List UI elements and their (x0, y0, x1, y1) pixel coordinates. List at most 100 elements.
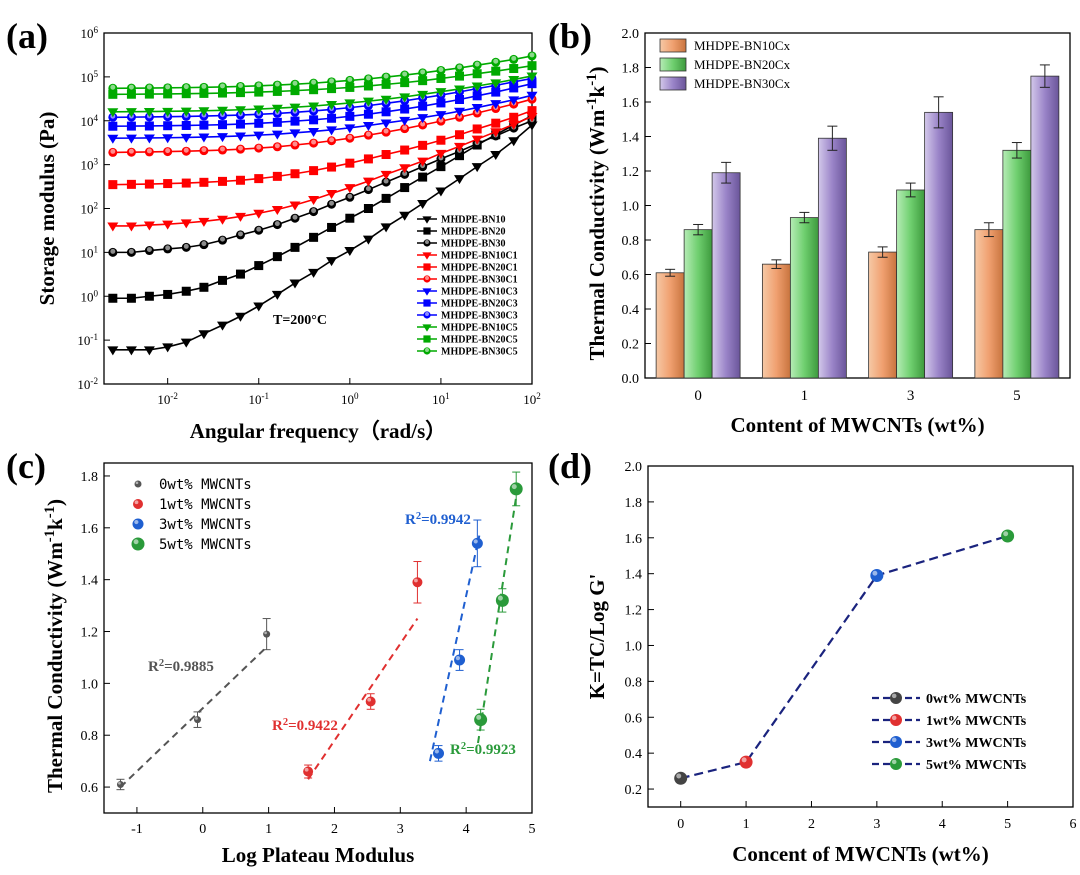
data-point (181, 178, 191, 188)
data-point (254, 174, 264, 184)
r-squared-label: R2=0.9885 (148, 658, 214, 676)
data-point (381, 127, 391, 137)
legend-marker (422, 324, 432, 332)
y-axis-label: Thermal Conductivity (Wm-1k-1) (584, 66, 609, 360)
data-point (199, 120, 209, 130)
legend-marker-highlight (425, 312, 429, 316)
figure-content: (a) (b)(c) (d)10-210-110010110210310410510… (6, 16, 1077, 867)
legend-marker (423, 275, 431, 283)
panel-c: 0.6 0.8 1.0 1.2 1.4 1.6 1.8 -1 0 1 2 3 4 5 Log Plateau… (42, 462, 536, 867)
fit-line (119, 646, 268, 788)
data-point-body (509, 482, 523, 496)
data-point (108, 89, 118, 99)
y-tick-label: 100 (80, 288, 98, 304)
r-squared-label: R2=0.9923 (450, 741, 516, 759)
data-point (326, 189, 338, 199)
data-point (344, 99, 356, 109)
panel-a: 10-2 10-1 100 101 102 103 104 105 106 10-2 10-1 100… (35, 25, 541, 443)
bar (761, 263, 791, 379)
legend-marker (422, 252, 432, 260)
data-point (474, 713, 488, 727)
data-point (199, 177, 209, 187)
data-point (199, 146, 209, 156)
data-point (400, 169, 410, 179)
data-point (362, 177, 374, 187)
data-point (143, 221, 155, 231)
data-point (435, 187, 447, 197)
y-tick-label: 1.2 (81, 626, 99, 641)
data-point (272, 80, 282, 90)
data-point (144, 179, 154, 189)
data-point (326, 257, 338, 267)
data-point (418, 76, 428, 86)
data-point (345, 111, 355, 121)
data-point (144, 83, 154, 93)
data-point-highlight (256, 226, 262, 232)
data-point (527, 51, 537, 61)
data-point (472, 124, 482, 134)
x-axis-label: Log Plateau Modulus (222, 843, 415, 867)
data-point (490, 128, 502, 138)
data-point (362, 235, 374, 245)
data-point (362, 97, 374, 107)
bar (868, 251, 898, 379)
data-point-body (365, 696, 376, 707)
data-point (108, 180, 118, 190)
data-point (472, 69, 482, 79)
data-point-highlight (311, 208, 317, 214)
legend-label: MHDPE-BN10C3 (441, 287, 518, 298)
data-point (417, 157, 429, 167)
data-point (309, 78, 319, 88)
legend-label: MHDPE-BN30C5 (441, 347, 518, 358)
data-point (181, 83, 191, 93)
data-point (272, 171, 282, 181)
y-tick-label: 104 (80, 113, 98, 129)
data-point-highlight (329, 78, 335, 84)
data-point (455, 71, 465, 81)
data-point (253, 302, 265, 312)
data-point (471, 135, 483, 145)
legend-label: MHDPE-BN10C1 (441, 251, 518, 262)
data-point-highlight (274, 81, 280, 87)
data-point (235, 88, 245, 98)
data-point (495, 593, 509, 607)
data-point-highlight (402, 125, 408, 131)
data-point-highlight (383, 128, 389, 134)
legend-marker (423, 311, 431, 319)
data-point (126, 83, 136, 93)
data-point (234, 312, 246, 322)
panel-b: 0.0 0.2 0.4 0.6 0.8 1.0 1.2 1.4 1.6 1.8 2.0 0 1 3 5 Con… (584, 27, 1071, 437)
data-point (417, 200, 429, 210)
y-tick-label: 1.6 (81, 522, 99, 537)
data-point-highlight (220, 146, 225, 152)
data-point (345, 133, 355, 143)
data-point (1001, 529, 1015, 543)
data-point-highlight (256, 144, 262, 150)
data-point (491, 118, 501, 128)
data-point-shine (1003, 531, 1009, 537)
data-point (235, 81, 245, 91)
data-point (417, 90, 429, 100)
y-tick-label: 2.0 (622, 27, 640, 42)
data-point (272, 142, 282, 152)
x-axis-label: Content of MWCNTs (wt%) (730, 413, 984, 437)
data-point-highlight (347, 193, 353, 199)
data-point (217, 321, 229, 331)
data-point (180, 219, 192, 229)
data-point (107, 108, 119, 118)
data-point (144, 89, 154, 99)
x-tick-label: 101 (432, 391, 450, 407)
legend-marker-shine (891, 715, 897, 721)
legend-marker (423, 347, 431, 355)
data-point (472, 91, 482, 101)
data-point (107, 346, 119, 356)
data-point (309, 166, 319, 176)
data-point (108, 247, 118, 257)
data-point-highlight (383, 73, 389, 79)
data-point (272, 252, 282, 262)
data-point (218, 176, 228, 186)
y-tick-label: 10-1 (77, 332, 98, 348)
data-point-shine (118, 781, 121, 785)
data-point (126, 179, 136, 189)
data-point (490, 100, 502, 110)
